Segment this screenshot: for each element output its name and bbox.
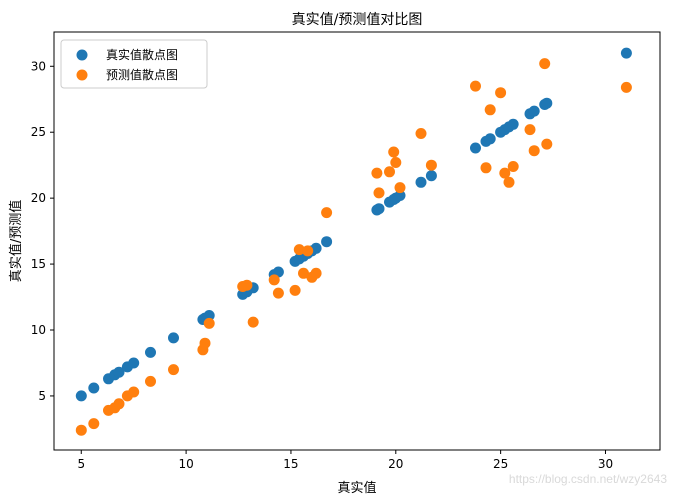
true-point-1 [88,382,100,394]
true-point-11 [203,310,215,321]
true-point-4 [113,366,125,378]
legend-label-true: 真实值散点图 [106,47,178,62]
pred-point-20 [302,245,314,257]
pred-point-32 [470,80,481,92]
pred-point-38 [507,161,519,172]
pred-point-24 [371,167,383,179]
plot-frame [53,31,661,451]
pred-point-42 [541,138,553,150]
true-point-23 [321,236,333,248]
true-point-7 [145,346,156,358]
pred-point-23 [321,207,333,219]
pred-point-27 [388,146,400,158]
x-tick-label: 5 [77,457,85,471]
pred-point-43 [620,81,632,93]
x-axis-label: 真实值 [337,480,376,496]
y-tick-label: 15 [31,257,46,271]
true-point-8 [168,332,179,344]
true-point-25 [373,203,385,215]
y-tick-label: 5 [38,389,46,403]
pred-point-40 [528,145,540,157]
y-tick-label: 10 [31,323,46,337]
pred-point-6 [128,386,140,398]
x-tick-label: 20 [388,457,403,471]
true-point-34 [484,133,496,145]
true-point-43 [620,47,632,59]
pred-point-18 [293,244,305,256]
true-point-22 [310,242,322,254]
y-tick-label: 25 [31,125,46,139]
pred-point-15 [268,274,280,286]
pred-point-19 [298,267,309,279]
pred-point-13 [241,279,253,291]
x-tick-label: 15 [283,457,298,471]
pred-point-41 [539,58,551,70]
true-point-0 [75,390,87,402]
pred-point-39 [524,124,536,136]
pred-point-4 [113,398,125,410]
pred-point-16 [272,287,284,299]
legend-marker-pred [76,69,88,81]
x-axis: 5 10 15 20 25 30 [77,450,613,471]
pred-point-1 [88,418,100,430]
pred-point-17 [289,284,301,296]
pred-point-36 [499,167,511,179]
pred-point-35 [495,87,507,99]
watermark: https://blog.csdn.net/wzy2643 [508,472,667,486]
pred-point-25 [373,187,385,199]
y-axis-label: 真实值/预测值 [8,200,24,282]
legend-box [60,39,208,89]
y-tick-label: 20 [31,191,46,205]
legend-marker-true [76,49,88,61]
true-point-38 [507,118,519,130]
legend-label-pred: 预测值散点图 [106,67,178,82]
pred-point-26 [384,166,395,178]
legend: 真实值散点图 预测值散点图 [60,39,208,89]
pred-point-0 [75,424,87,436]
pred-point-31 [425,159,437,171]
x-tick-label: 25 [493,457,508,471]
pred-point-29 [394,182,406,194]
pred-point-11 [203,317,215,329]
pred-point-34 [484,104,496,116]
x-tick-label: 30 [598,457,613,471]
pred-point-14 [247,316,259,328]
pred-point-7 [145,375,156,387]
y-axis: 5 10 15 20 25 30 [31,59,54,403]
true-point-29 [394,190,406,201]
pred-point-10 [199,337,211,349]
plot-points [75,47,632,436]
pred-point-22 [310,267,322,279]
true-point-40 [528,105,540,117]
pred-point-37 [503,176,515,188]
pred-point-30 [415,128,427,139]
true-point-32 [470,142,481,154]
chart-title: 真实值/预测值对比图 [292,12,423,28]
x-tick-label: 10 [178,457,193,471]
true-point-30 [415,176,427,188]
pred-point-33 [480,162,492,174]
true-point-31 [425,170,437,182]
pred-point-28 [390,157,402,168]
y-tick-label: 30 [31,59,46,73]
pred-point-8 [168,364,179,376]
true-point-42 [541,97,553,109]
true-point-6 [128,357,140,369]
